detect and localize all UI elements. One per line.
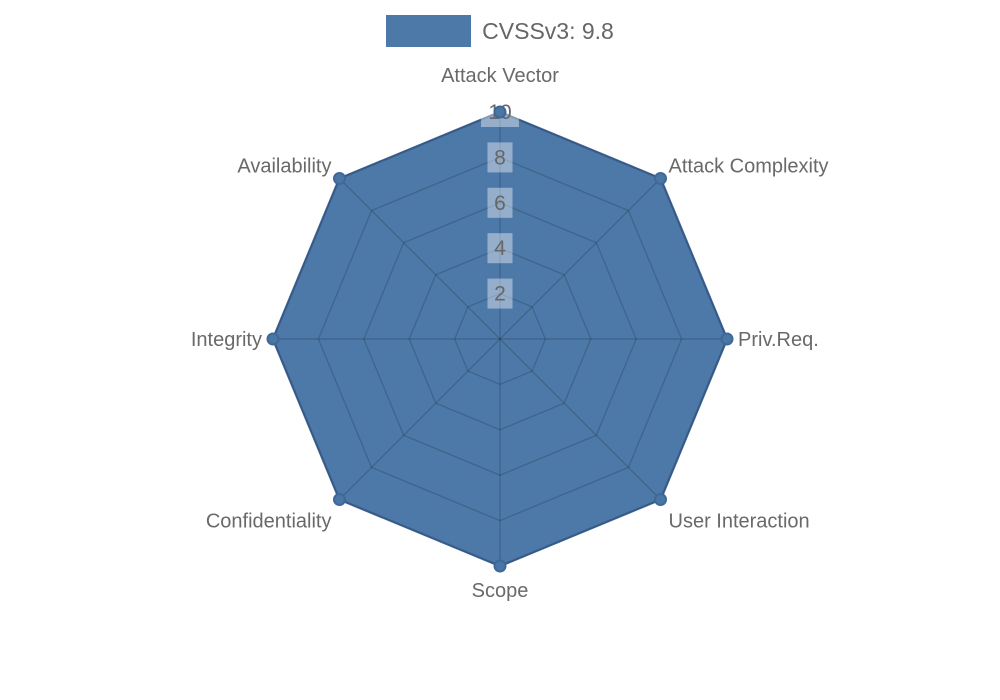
tick-backdrop (487, 233, 513, 264)
grid-ring (408, 247, 592, 431)
tick-backdrop (487, 278, 513, 309)
axis-label: Priv.Req. (738, 329, 819, 351)
axis-label: Scope (472, 580, 529, 602)
axis-spoke (338, 338, 501, 501)
tick-backdrop (487, 187, 513, 218)
tick-label: 8 (494, 146, 506, 169)
legend-label: CVSSv3: 9.8 (482, 18, 614, 44)
data-point (266, 332, 280, 346)
data-point (332, 171, 346, 185)
tick-label: 6 (494, 192, 506, 215)
axis-spoke (499, 338, 662, 501)
axis-label: Availability (237, 155, 331, 177)
axis-label: Attack Complexity (669, 155, 829, 177)
axis-label: Attack Vector (441, 65, 559, 87)
data-point (654, 171, 668, 185)
grid-ring (317, 156, 683, 522)
grid-ring (453, 292, 547, 386)
data-point (493, 559, 507, 573)
tick-backdrop (487, 142, 513, 173)
data-point (332, 493, 346, 507)
grid-ring (363, 202, 637, 476)
data-point (654, 493, 668, 507)
data-point (720, 332, 734, 346)
axis-label: User Interaction (669, 511, 810, 533)
axis-spoke (338, 177, 501, 340)
data-point (493, 105, 507, 119)
legend-item[interactable]: CVSSv3: 9.8 (386, 15, 614, 47)
legend-swatch (386, 15, 472, 47)
axis-label: Integrity (191, 329, 262, 351)
axis-spoke (499, 177, 662, 340)
tick-label: 2 (494, 283, 506, 306)
tick-label: 4 (494, 237, 506, 260)
axis-label: Confidentiality (206, 511, 332, 533)
legend: CVSSv3: 9.8 (0, 15, 1000, 47)
